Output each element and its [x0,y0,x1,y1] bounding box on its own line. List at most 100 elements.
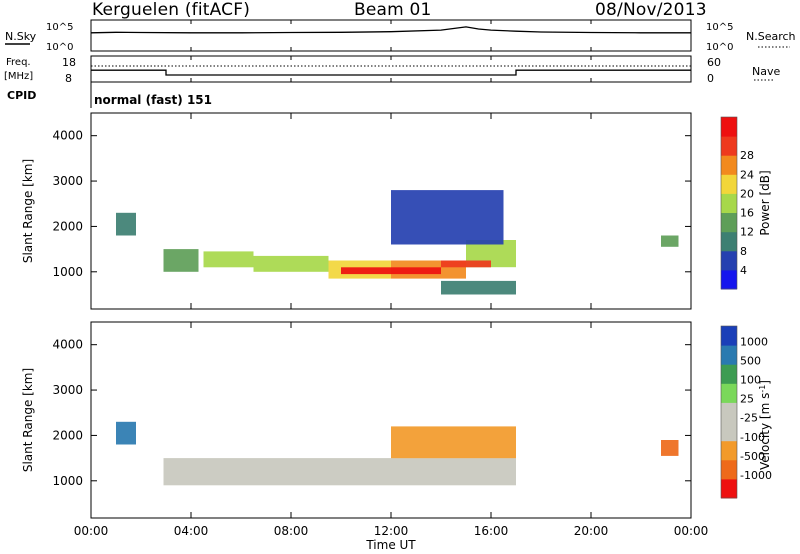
echo-region-3 [116,421,136,445]
velocity-colorbar-tick-6: -100 [740,431,765,444]
power-colorbar-tick-3: 12 [740,226,754,239]
velocity-colorbar-tick-3: 100 [740,374,761,387]
colorbar-segment-6 [721,174,737,194]
nave-tick-top: 60 [707,56,721,69]
noise-sky-label: N.Sky [5,30,37,43]
noise-panel-frame [90,19,692,52]
echo-region-7 [341,267,441,275]
colorbar-segment-6 [721,383,737,403]
date-title: 08/Nov/2013 [595,0,707,20]
colorbar-segment-9 [721,326,737,346]
frequency-line [91,69,691,76]
beam-title: Beam 01 [354,0,432,20]
noise-right-tick-top: 10^5 [706,22,733,33]
colorbar-segment-2 [721,250,737,271]
velocity-ylabel: Slant Range [km] [21,368,35,472]
freq-label: Freq. [6,57,31,68]
colorbar-segment-5 [721,193,737,213]
colorbar-segment-2 [721,459,737,480]
velocity-colorbar-label-exp: -1 [758,385,767,393]
noise-left-tick-bottom: 10^0 [46,42,73,53]
power-colorbar-tick-7: 28 [740,149,754,162]
y-tick-label-3: 3000 [52,383,83,397]
freq-tick-bottom: 8 [65,72,72,85]
echo-region-9 [116,212,136,236]
velocity-colorbar-label: Velocity [m s-1] [758,380,772,470]
power-colorbar-tick-6: 24 [740,168,754,181]
x-tick-label-7: 00:00 [674,524,709,538]
colorbar-segment-7 [721,364,737,384]
colorbar-segment-4 [721,421,737,442]
power-colorbar-tick-5: 20 [740,187,754,200]
colorbar-segment-1 [721,269,737,290]
x-tick-label-1: 00:00 [74,524,109,538]
time-xticks: 00:00 04:00 08:00 12:00 16:00 20:00 00:00 [74,20,709,538]
x-tick-label-3: 08:00 [274,524,309,538]
power-yticks: 1000 2000 3000 4000 [52,129,691,279]
cpid-label: CPID [7,89,36,102]
x-tick-label-5: 16:00 [474,524,509,538]
velocity-panel-background [91,322,691,518]
noise-panel: N.Sky 10^5 10^0 10^5 10^0 N.Search [5,19,796,53]
x-tick-label-2: 04:00 [174,524,209,538]
time-xlabel: Time UT [365,538,416,552]
colorbar-segment-4 [721,212,737,233]
power-panel: 1000 2000 3000 4000 Slant Range [km] 4 8 12 16… [21,112,772,310]
noise-left-tick-top: 10^5 [46,22,73,33]
echo-region-2 [391,426,516,459]
x-tick-label-4: 12:00 [374,524,409,538]
echo-region-4 [661,440,679,456]
power-ylabel: Slant Range [km] [21,159,35,263]
echo-region-1 [163,458,516,486]
y-tick-label-2: 2000 [52,428,83,442]
velocity-colorbar-tick-1: 1000 [740,335,768,348]
velocity-colorbar-tick-8: -1000 [740,469,772,482]
colorbar-segment-8 [721,136,737,156]
power-colorbar: 4 8 12 16 20 24 28 [720,116,754,290]
power-colorbar-tick-1: 4 [740,264,747,277]
velocity-yticks: 1000 2000 3000 4000 [52,338,691,488]
power-colorbar-tick-4: 16 [740,207,754,220]
colorbar-frame [720,116,738,290]
nave-tick-bottom: 0 [707,72,714,85]
freq-tick-top: 18 [62,56,76,69]
velocity-colorbar-tick-4: 25 [740,393,754,406]
echo-region-2 [203,251,254,268]
colorbar-segment-7 [721,155,737,175]
y-tick-label-1: 1000 [52,474,83,488]
power-colorbar-tick-2: 8 [740,245,747,258]
cpid-value: normal (fast) 151 [94,93,212,107]
colorbar-segment-8 [721,345,737,365]
noise-search-label: N.Search [746,30,796,43]
echo-region-3 [253,255,329,272]
velocity-colorbar-label-close: ] [758,380,772,385]
y-tick-label-4: 4000 [52,129,83,143]
y-tick-label-2: 2000 [52,219,83,233]
freq-unit: [MHz] [4,71,33,82]
noise-sky-line [90,26,691,34]
colorbar-segment-9 [721,117,737,137]
x-tick-label-6: 20:00 [574,524,609,538]
velocity-colorbar-label-main: Velocity [m s [758,393,772,470]
colorbar-segment-3 [721,231,737,252]
echo-region-1 [163,249,199,272]
echo-region-10 [391,190,504,245]
colorbar-segment-5 [721,402,737,422]
echo-region-8 [441,260,491,268]
power-colorbar-label: Power [dB] [758,170,772,235]
echo-region-12 [661,235,679,247]
velocity-colorbar: 1000 500 100 25 -25 -100 -500 -1000 [720,325,772,499]
colorbar-frame [720,325,738,499]
power-data [116,190,679,295]
y-tick-label-1: 1000 [52,265,83,279]
velocity-colorbar-tick-5: -25 [740,412,758,425]
velocity-colorbar-tick-2: 500 [740,354,761,367]
echo-region-11 [441,280,516,295]
station-title: Kerguelen (fitACF) [92,0,251,20]
colorbar-segment-1 [721,478,737,499]
colorbar-segment-3 [721,440,737,461]
frequency-panel: Freq. [MHz] 18 8 60 0 Nave CPID normal (… [4,55,780,108]
y-tick-label-4: 4000 [52,338,83,352]
